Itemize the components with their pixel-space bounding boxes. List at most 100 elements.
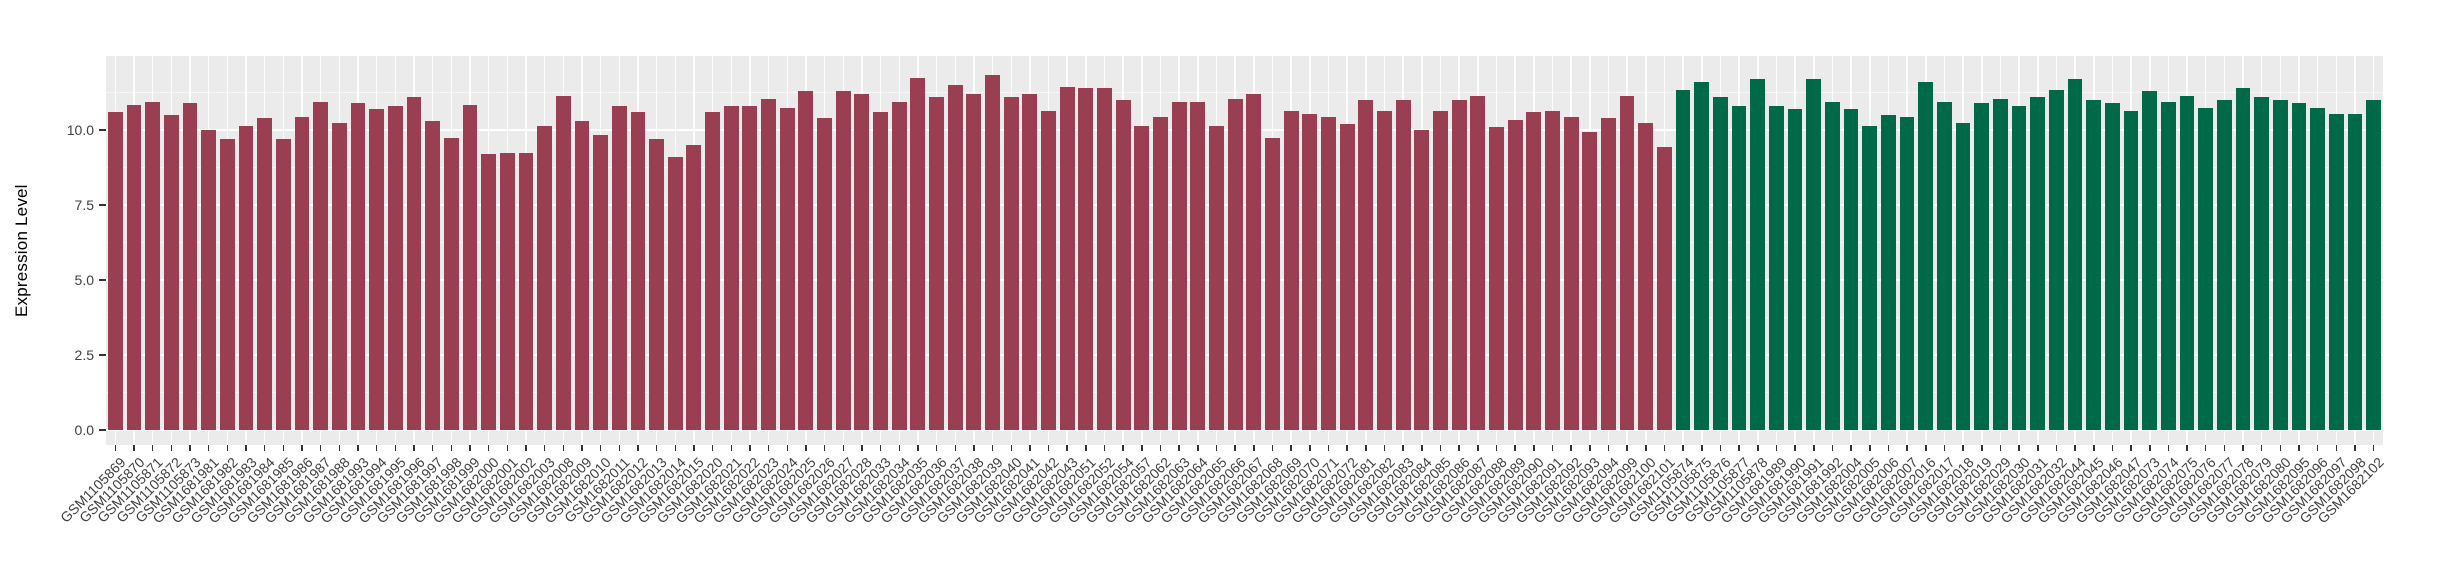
y-tick-label: 5.0 (74, 272, 94, 288)
x-tick (2260, 445, 2263, 451)
x-tick (1029, 445, 1031, 451)
x-tick (599, 445, 602, 451)
x-tick (1645, 445, 1647, 451)
bar-GSM1682044 (2067, 79, 2083, 430)
bar-GSM1682075 (2179, 95, 2195, 430)
x-tick (1719, 445, 1722, 451)
bar-GSM1681988 (331, 122, 347, 430)
x-tick (1159, 445, 1162, 451)
x-tick (1290, 445, 1292, 451)
major-gridline (106, 279, 2383, 281)
bar-GSM1682090 (1526, 112, 1542, 430)
x-tick (431, 445, 434, 451)
bar-GSM1682008 (555, 95, 571, 430)
x-tick (1234, 445, 1236, 451)
x-tick (1495, 445, 1498, 451)
bar-GSM1681990 (1787, 109, 1803, 430)
bar-GSM1682045 (2086, 100, 2102, 430)
bar-GSM1682096 (2310, 107, 2326, 430)
bar-GSM1682101 (1657, 146, 1672, 430)
bar-GSM1682019 (1974, 103, 1990, 430)
x-tick (1794, 445, 1796, 451)
x-tick (1010, 445, 1012, 451)
x-tick (263, 445, 266, 451)
bar-GSM1682072 (1339, 124, 1355, 430)
x-tick (1141, 445, 1143, 451)
x-tick (1663, 445, 1666, 451)
bar-GSM1682011 (611, 106, 627, 430)
x-tick (693, 445, 695, 451)
minor-gridline (106, 167, 2383, 168)
bar-GSM1682017 (1936, 101, 1952, 430)
bar-GSM1682047 (2123, 110, 2139, 430)
bar-GSM1682005 (1862, 125, 1878, 430)
x-tick (2354, 445, 2356, 451)
bar-GSM1682066 (1227, 98, 1243, 430)
bar-GSM1682025 (798, 91, 814, 430)
x-tick (2074, 445, 2076, 451)
bar-GSM1682006 (1880, 115, 1896, 430)
x-tick (730, 445, 732, 451)
x-tick (2223, 445, 2226, 451)
x-tick (1215, 445, 1218, 451)
bar-GSM1682027 (835, 91, 851, 430)
x-tick (1887, 445, 1890, 451)
bar-GSM1682028 (854, 94, 870, 430)
x-tick (301, 445, 303, 451)
bar-GSM1682038 (966, 94, 982, 430)
bar-GSM1682078 (2235, 88, 2251, 430)
bar-GSM1682012 (630, 112, 646, 430)
x-tick (562, 445, 564, 451)
bar-GSM1682034 (891, 101, 907, 430)
x-tick (207, 445, 210, 451)
bar-GSM1682091 (1545, 110, 1560, 430)
y-tick-label: 7.5 (74, 197, 94, 213)
x-tick (450, 445, 452, 451)
bar-GSM1681992 (1824, 101, 1840, 430)
bar-GSM1682094 (1601, 118, 1616, 430)
bar-GSM1682076 (2198, 107, 2214, 430)
x-tick (805, 445, 807, 451)
x-tick (375, 445, 378, 451)
y-tick (99, 279, 106, 281)
bar-GSM1682083 (1395, 100, 1411, 430)
x-tick (319, 445, 322, 451)
x-tick (1103, 445, 1106, 451)
minor-gridline (106, 242, 2383, 243)
bar-GSM1682043 (1059, 86, 1075, 430)
bar-GSM1682042 (1041, 110, 1056, 430)
bar-GSM1682041 (1022, 94, 1038, 430)
x-tick (1439, 445, 1442, 451)
x-tick (151, 445, 154, 451)
bar-GSM1682064 (1190, 101, 1206, 430)
x-tick (749, 445, 751, 451)
x-tick (917, 445, 919, 451)
x-tick (1047, 445, 1050, 451)
x-tick (1271, 445, 1274, 451)
y-tick-label: 10.0 (66, 122, 94, 138)
bar-GSM1682070 (1302, 113, 1318, 430)
bar-GSM1682063 (1171, 101, 1187, 430)
x-tick (2204, 445, 2207, 451)
bar-GSM1682007 (1899, 116, 1915, 430)
x-tick (1570, 445, 1572, 451)
x-tick (581, 445, 583, 451)
bar-GSM1682071 (1321, 116, 1336, 430)
bar-GSM1682085 (1433, 110, 1448, 430)
x-tick (1999, 445, 2002, 451)
bar-GSM1682068 (1265, 137, 1280, 430)
x-tick (879, 445, 882, 451)
bar-GSM1681995 (387, 106, 403, 430)
x-tick (543, 445, 546, 451)
x-tick (1309, 445, 1311, 451)
y-tick (99, 204, 106, 206)
x-tick (1346, 445, 1348, 451)
x-tick (170, 445, 173, 451)
bar-GSM1105873 (182, 103, 198, 430)
x-tick (1383, 445, 1386, 451)
bar-GSM1105878 (1750, 79, 1766, 430)
bar-GSM1682099 (1619, 95, 1635, 430)
bar-GSM1105870 (126, 104, 142, 430)
bar-GSM1682009 (574, 121, 590, 430)
x-tick (1421, 445, 1423, 451)
